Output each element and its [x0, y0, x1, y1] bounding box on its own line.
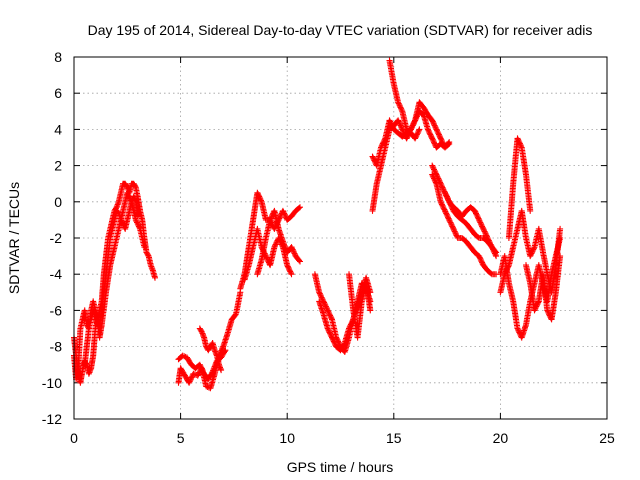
- chart-title: Day 195 of 2014, Sidereal Day-to-day VTE…: [88, 22, 593, 38]
- y-tick-label: -10: [42, 375, 62, 391]
- series-seg2b: [175, 347, 229, 383]
- x-tick-label: 0: [70, 430, 78, 446]
- y-tick-label: -6: [50, 302, 63, 318]
- series-seg6c: [442, 189, 500, 260]
- y-tick-label: -4: [50, 266, 63, 282]
- x-axis-label: GPS time / hours: [287, 459, 394, 475]
- series-layer: [71, 57, 564, 392]
- series-seg7d: [523, 253, 564, 323]
- series-seg7c: [505, 135, 534, 241]
- y-axis-label: SDTVAR / TECUs: [6, 182, 22, 294]
- y-tick-label: 2: [54, 158, 62, 174]
- series-seg2c: [196, 325, 225, 374]
- y-tick-label: -8: [50, 339, 63, 355]
- series-seg4c: [346, 271, 374, 341]
- y-tick-label: 8: [54, 49, 62, 65]
- x-tick-label: 20: [493, 430, 509, 446]
- y-tick-label: -12: [42, 411, 62, 427]
- series-seg6b: [429, 171, 500, 278]
- series-seg1c: [81, 193, 141, 368]
- plot-frame: [73, 56, 608, 420]
- x-tick-label: 25: [599, 430, 615, 446]
- x-tick-label: 10: [279, 430, 295, 446]
- series-seg3c: [254, 207, 303, 278]
- series-seg5c: [386, 57, 423, 142]
- x-tick-label: 5: [177, 430, 185, 446]
- y-tick-label: 0: [54, 194, 62, 210]
- y-tick-label: 4: [54, 121, 62, 137]
- series-seg7b: [497, 207, 564, 296]
- y-tick-label: 6: [54, 85, 62, 101]
- y-tick-label: -2: [50, 230, 63, 246]
- x-tick-label: 15: [386, 430, 402, 446]
